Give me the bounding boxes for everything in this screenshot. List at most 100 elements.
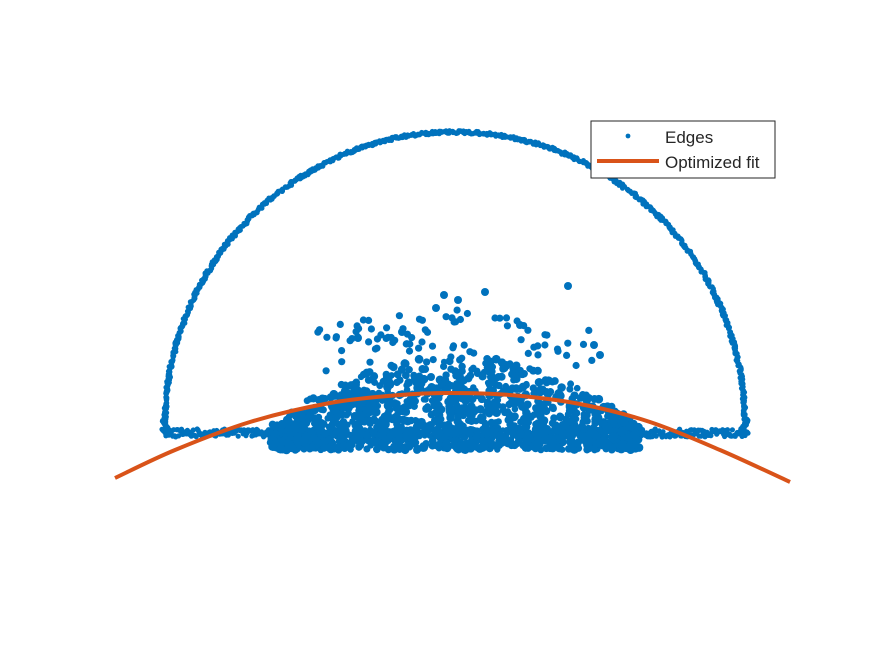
edge-point [653,433,659,439]
noise-point [442,313,450,321]
noise-point [406,426,415,434]
noise-point [365,316,373,324]
noise-point [323,333,331,341]
noise-point [534,367,542,375]
noise-point [422,439,430,448]
noise-point [339,441,348,450]
noise-point [499,403,507,410]
noise-point [321,429,330,438]
noise-point [541,341,549,349]
outlier-point [590,341,598,349]
noise-point [453,416,462,426]
noise-point [585,326,593,334]
noise-point [292,433,302,442]
noise-point [459,376,468,385]
noise-point [447,365,455,373]
noise-point [477,395,486,404]
legend-edges-label: Edges [665,128,713,147]
noise-point [446,413,455,422]
noise-point [510,376,518,384]
noise-point [532,404,540,412]
outlier-point [398,328,406,336]
noise-point [451,435,459,444]
noise-point [504,416,513,424]
noise-point [362,368,372,378]
noise-point [338,347,346,355]
noise-point [554,347,562,355]
noise-point [389,444,399,454]
noise-point [443,443,452,453]
noise-point [506,360,514,368]
noise-point [497,372,506,381]
edge-point [178,426,185,432]
noise-point [524,349,532,357]
noise-point [322,367,330,375]
noise-point [346,337,354,345]
noise-point [460,341,468,349]
noise-point [477,415,486,425]
noise-point [534,435,541,442]
noise-point [510,424,518,432]
noise-point [573,384,581,392]
noise-point [300,424,309,432]
edge-point [729,427,736,433]
outlier-point [354,334,362,342]
noise-point [352,388,360,396]
noise-point [619,417,629,427]
noise-point [332,334,340,342]
noise-point [513,440,521,448]
outlier-point [481,288,489,296]
noise-point [393,400,401,408]
noise-point [481,421,490,430]
noise-point [284,438,291,445]
noise-point [625,443,632,450]
noise-point [415,344,423,352]
noise-point [266,439,274,446]
noise-point [566,437,575,447]
noise-point [373,445,381,454]
noise-point [367,325,375,333]
noise-point [381,417,390,426]
noise-point [393,378,401,387]
noise-point [566,385,574,393]
legend: Edges Optimized fit [590,120,776,179]
noise-point [353,322,361,330]
noise-point [291,412,299,420]
edge-point [722,313,729,319]
noise-point [314,328,322,336]
noise-point [590,430,600,440]
noise-point [542,427,551,436]
noise-point [416,379,426,388]
noise-point [401,371,410,380]
noise-point [478,437,487,446]
noise-point [450,318,458,326]
outlier-point [432,304,440,312]
noise-point [507,399,515,407]
noise-point [573,439,582,448]
noise-point [353,435,362,443]
noise-point [556,412,564,420]
noise-point [432,417,441,426]
noise-point [440,358,448,366]
noise-point [495,418,502,425]
noise-point [293,422,300,429]
noise-point [395,312,403,320]
noise-point [405,347,414,355]
noise-point [488,373,498,383]
edge-point [163,395,169,401]
noise-point [366,420,374,428]
noise-point [343,411,350,419]
noise-point [428,342,437,350]
noise-point [338,358,346,366]
noise-point [374,420,383,429]
noise-point [432,397,440,406]
noise-point [426,372,436,382]
noise-point [473,427,481,435]
noise-point [399,445,407,453]
noise-point [370,428,378,437]
noise-point [310,433,319,442]
noise-point [403,386,411,394]
noise-point [557,392,565,400]
noise-point [337,433,345,442]
noise-point [423,425,432,434]
